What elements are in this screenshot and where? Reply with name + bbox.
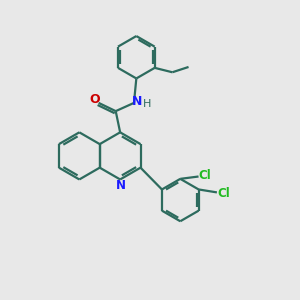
Text: N: N [132, 94, 143, 108]
Text: O: O [90, 93, 101, 106]
Text: N: N [116, 179, 125, 192]
Text: H: H [143, 99, 152, 110]
Text: Cl: Cl [199, 169, 212, 182]
Text: Cl: Cl [217, 187, 230, 200]
